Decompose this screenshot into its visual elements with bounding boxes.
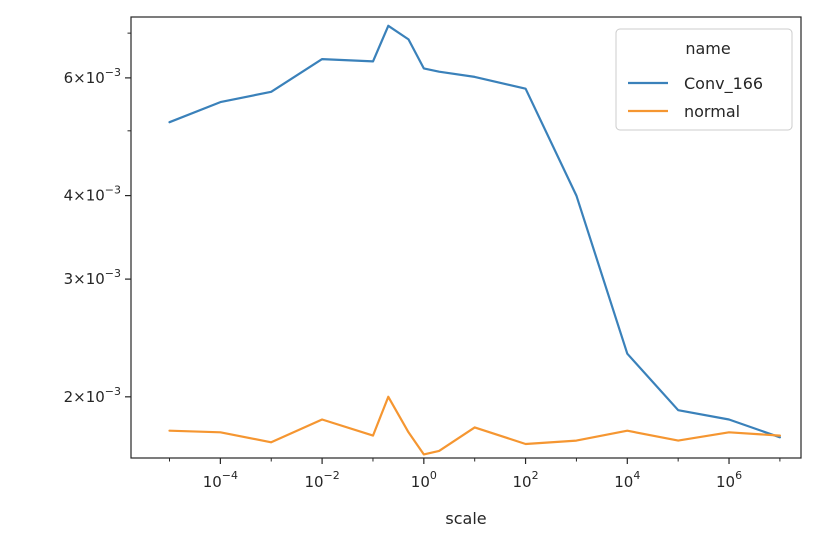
x-tick-label: 106 [716, 469, 742, 491]
y-tick-label: 4×10−3 [64, 184, 121, 205]
x-tick-label: 10−2 [304, 469, 339, 491]
legend-frame [615, 28, 793, 131]
series-line-normal [168, 395, 782, 456]
y-tick-label: 6×10−3 [64, 66, 121, 87]
y-axis: 2×10−3 3×10−3 4×10−3 6×10−3 [64, 32, 131, 406]
series-line-conv-166 [168, 24, 782, 439]
x-axis-label: scale [445, 509, 486, 528]
legend-label: Conv_166 [684, 74, 763, 94]
x-tick-label: 10−4 [203, 469, 238, 491]
x-tick-label: 104 [614, 469, 640, 491]
x-tick-label: 102 [513, 469, 539, 491]
legend-label: normal [684, 102, 740, 121]
y-tick-label: 2×10−3 [64, 385, 121, 406]
y-tick-label: 3×10−3 [64, 267, 121, 288]
legend-title: name [685, 39, 730, 58]
x-tick-label: 100 [411, 469, 437, 491]
x-axis: 10−4 10−2 100 102 104 106 [169, 458, 781, 491]
series-layer [168, 24, 782, 456]
